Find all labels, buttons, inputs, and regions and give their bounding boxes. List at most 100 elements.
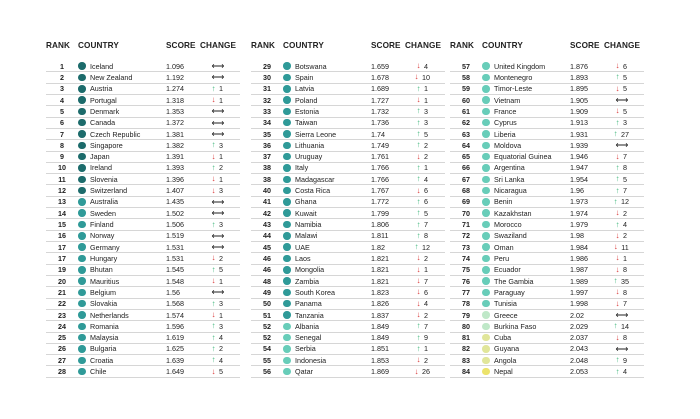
country-cell: Czech Republic <box>90 129 141 139</box>
rank-cell: 78 <box>462 299 470 309</box>
change-cell: ↑ 2 <box>200 163 232 172</box>
rank-cell: 56 <box>263 367 271 377</box>
arrow-down-icon: ↓ <box>615 151 620 161</box>
rank-cell: 17 <box>58 242 66 252</box>
country-cell: Hungary <box>90 253 118 263</box>
change-value: 3 <box>219 299 223 309</box>
score-band-dot <box>482 73 490 82</box>
table-row: 16 Norway 1.519 ⟷ <box>46 231 240 242</box>
score-cell: 1.821 <box>371 265 389 275</box>
country-cell: South Korea <box>295 287 335 297</box>
rank-cell: 84 <box>462 367 470 377</box>
change-cell: ↓ 2 <box>405 356 437 365</box>
change-cell: ⟷ <box>604 311 636 320</box>
score-band-dot <box>283 164 291 172</box>
score-band-dot <box>283 62 291 70</box>
score-band-dot <box>482 209 490 217</box>
arrow-up-icon: ↑ <box>416 332 421 342</box>
score-dot-cell <box>283 62 293 70</box>
table-row: 79 Greece 2.02 ⟷ <box>450 310 644 322</box>
arrow-down-icon: ↓ <box>615 208 620 218</box>
arrow-down-icon: ↓ <box>416 61 421 71</box>
country-cell: Norway <box>90 231 115 241</box>
score-dot-cell <box>78 345 88 353</box>
change-value: 5 <box>623 106 627 116</box>
score-cell: 2.029 <box>570 321 588 331</box>
score-dot-cell <box>283 356 293 365</box>
table-row: 71 Morocco 1.979 ↑ 4 <box>450 219 644 231</box>
rank-cell: 38 <box>263 174 271 184</box>
arrow-down-icon: ↓ <box>211 253 216 263</box>
change-cell: ↓ 2 <box>200 254 232 263</box>
table-row: 69 Benin 1.973 ↑ 12 <box>450 196 644 209</box>
score-cell: 1.989 <box>570 276 588 286</box>
table-row: 72 Swaziland 1.98 ↓ 2 <box>450 231 644 242</box>
change-cell: ↑ 1 <box>405 344 437 353</box>
change-cell: ↓ 2 <box>405 254 437 263</box>
score-dot-cell <box>78 322 88 331</box>
arrow-up-icon: ↑ <box>613 196 618 206</box>
no-change-icon: ⟷ <box>211 61 225 72</box>
table-row: 62 Cyprus 1.913 ↑ 3 <box>450 118 644 129</box>
change-value: 4 <box>219 355 223 365</box>
rank-cell: 59 <box>462 84 470 94</box>
change-cell: ↓ 1 <box>200 311 232 320</box>
rank-cell: 55 <box>263 355 271 365</box>
no-change-icon: ⟷ <box>211 117 225 128</box>
score-cell: 1.372 <box>166 118 184 128</box>
change-value: 4 <box>623 220 627 230</box>
header-score: SCORE <box>570 40 600 50</box>
arrow-down-icon: ↓ <box>416 276 421 286</box>
score-dot-cell <box>78 333 88 342</box>
arrow-up-icon: ↑ <box>416 174 421 184</box>
country-cell: UAE <box>295 242 310 252</box>
change-value: 3 <box>219 321 223 331</box>
country-cell: Sierra Leone <box>295 129 337 139</box>
score-band-dot <box>482 288 490 297</box>
table-row: 40 Costa Rica 1.767 ↓ 6 <box>251 185 445 197</box>
change-cell: ↓ 2 <box>604 231 636 240</box>
change-cell: ↑ 8 <box>604 163 636 172</box>
score-dot-cell <box>283 333 293 342</box>
rank-cell: 76 <box>462 276 470 286</box>
score-dot-cell <box>78 141 88 150</box>
rank-cell: 77 <box>462 287 470 297</box>
score-cell: 1.869 <box>371 367 389 377</box>
table-row: 38 Madagascar 1.766 ↑ 4 <box>251 174 445 186</box>
score-cell: 1.318 <box>166 95 184 105</box>
rank-cell: 49 <box>263 287 271 297</box>
score-band-dot <box>283 288 291 297</box>
score-band-dot <box>482 96 490 104</box>
score-band-dot <box>283 356 291 365</box>
score-cell: 1.913 <box>570 118 588 128</box>
country-cell: Timor-Leste <box>494 84 533 94</box>
table-row: 3 Austria 1.274 ↑ 1 <box>46 84 240 95</box>
score-band-dot <box>78 186 86 195</box>
score-cell: 1.799 <box>371 208 389 218</box>
score-dot-cell <box>78 96 88 104</box>
table-row: 28 Chile 1.649 ↓ 5 <box>46 366 240 378</box>
score-dot-cell <box>78 62 88 70</box>
rank-cell: 52 <box>263 333 271 343</box>
table-row: 31 Latvia 1.689 ↑ 1 <box>251 84 445 95</box>
country-cell: Belgium <box>90 287 116 297</box>
change-cell: ↑ 35 <box>604 277 636 286</box>
rank-cell: 48 <box>263 276 271 286</box>
change-cell: ⟷ <box>200 130 232 139</box>
table-row: 11 Slovenia 1.396 ↓ 1 <box>46 174 240 186</box>
header-change: CHANGE <box>200 40 237 50</box>
score-dot-cell <box>482 243 492 251</box>
arrow-down-icon: ↓ <box>615 253 620 263</box>
score-cell: 1.353 <box>166 106 184 116</box>
score-dot-cell <box>283 118 293 127</box>
change-cell: ↑ 3 <box>604 118 636 127</box>
country-cell: France <box>494 106 517 116</box>
country-cell: Chile <box>90 367 107 377</box>
arrow-down-icon: ↓ <box>416 264 421 274</box>
table-row: 37 Uruguay 1.761 ↓ 2 <box>251 152 445 163</box>
country-cell: Malaysia <box>90 333 119 343</box>
score-band-dot <box>283 107 291 116</box>
score-dot-cell <box>482 186 492 195</box>
country-cell: Guyana <box>494 344 520 354</box>
